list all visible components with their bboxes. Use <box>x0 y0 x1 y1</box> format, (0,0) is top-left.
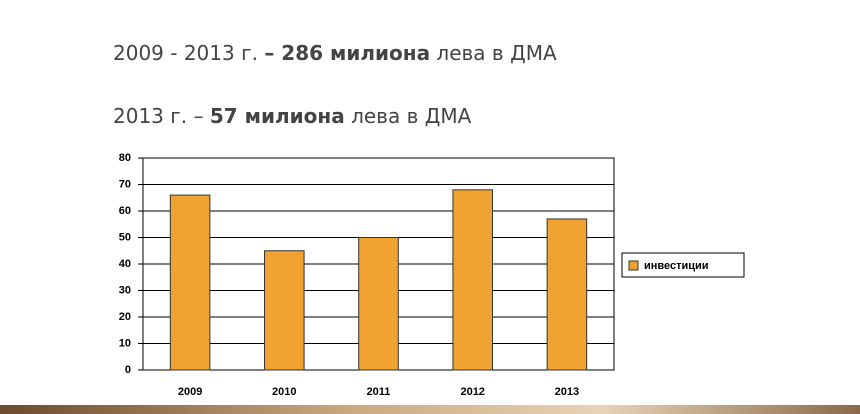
y-tick-label: 70 <box>119 178 131 190</box>
x-tick-label: 2011 <box>367 386 391 398</box>
y-tick-label: 80 <box>119 152 131 164</box>
text: лева в ДМА <box>345 104 472 128</box>
x-tick-label: 2012 <box>460 386 484 398</box>
text: – 286 милиона <box>264 41 430 65</box>
y-tick-label: 20 <box>119 311 131 323</box>
legend-box <box>621 252 745 278</box>
x-tick-label: 2010 <box>272 386 296 398</box>
y-tick-label: 10 <box>119 337 131 349</box>
bar <box>358 237 399 371</box>
bar <box>264 250 305 371</box>
y-tick-label: 50 <box>119 231 131 243</box>
bar <box>452 189 493 371</box>
legend-label: инвестиции <box>644 260 709 272</box>
x-tick-label: 2009 <box>178 386 202 398</box>
bar <box>169 194 211 371</box>
heading-line: 2009 - 2013 г. – 286 милиона лева в ДМА <box>113 41 557 65</box>
footer-strip <box>0 405 860 414</box>
x-tick-label: 2013 <box>555 386 579 398</box>
y-tick-label: 60 <box>119 205 131 217</box>
legend-swatch <box>628 260 639 271</box>
bar <box>546 218 588 371</box>
y-tick-label: 0 <box>125 364 131 376</box>
y-tick-label: 30 <box>119 284 131 296</box>
text: 2013 г. – <box>113 104 210 128</box>
heading-line: 2013 г. – 57 милиона лева в ДМА <box>113 104 472 128</box>
y-tick-label: 40 <box>119 258 131 270</box>
chart: 0 10 20 30 40 50 60 70 80 2009 2010 2011 2012 2013 инв… <box>119 152 745 398</box>
text: 2009 - 2013 г. <box>113 41 264 65</box>
text: лева в ДМА <box>430 41 557 65</box>
text: 57 милиона <box>210 104 345 128</box>
